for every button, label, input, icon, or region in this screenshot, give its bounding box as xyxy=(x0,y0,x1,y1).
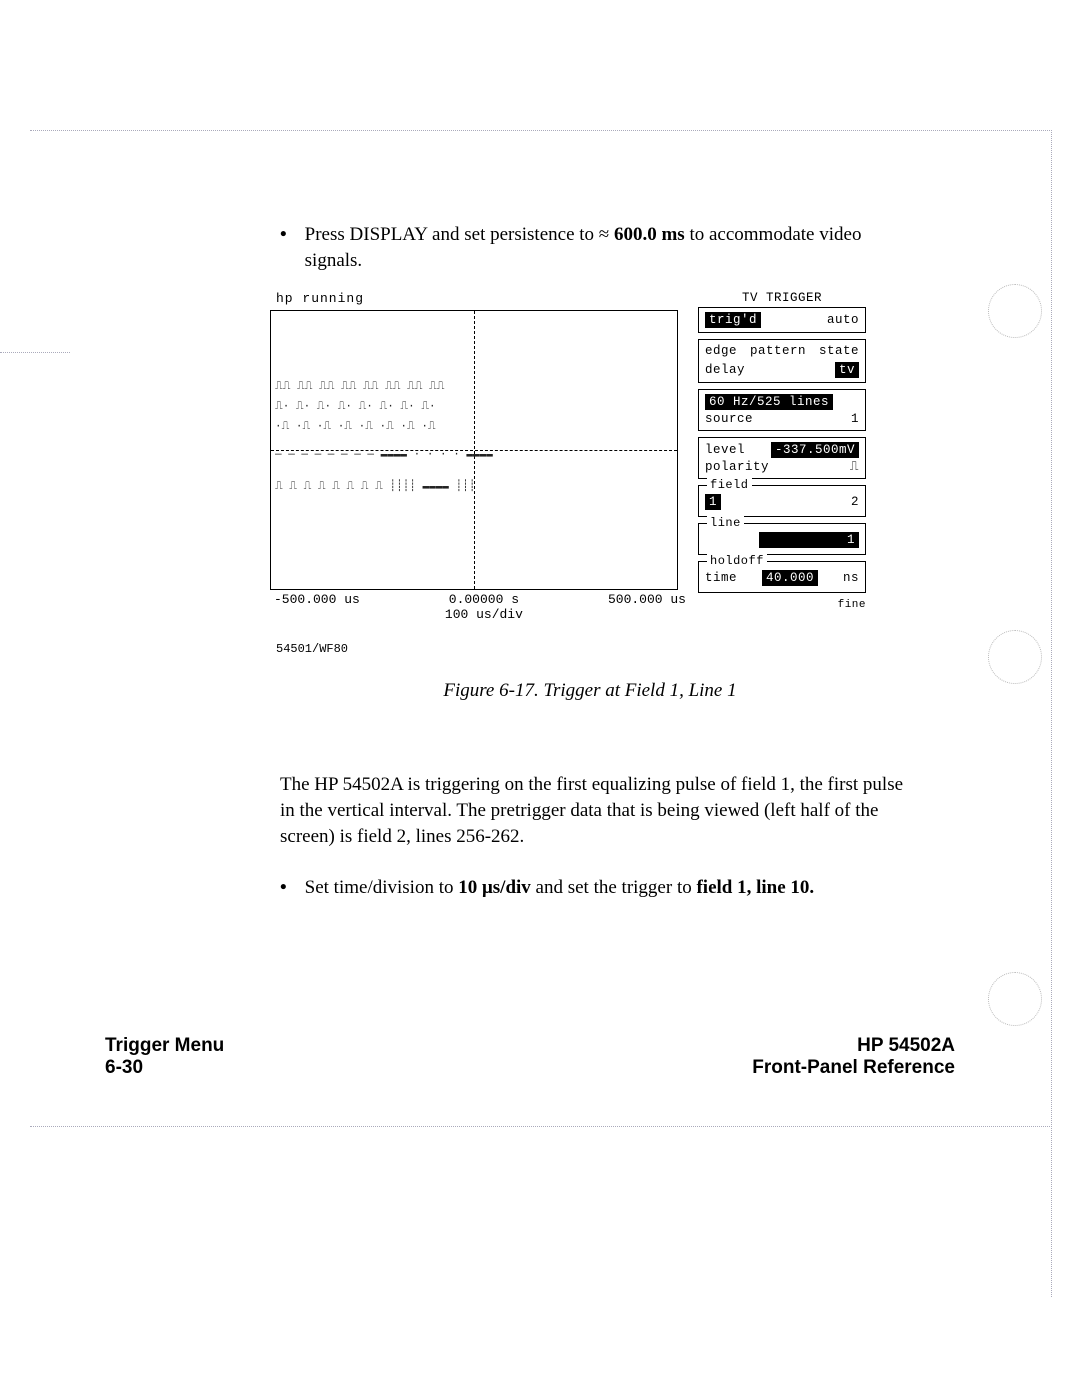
text: Set time/division to xyxy=(305,877,459,898)
scope-screen: ⎍⎍ ⎍⎍ ⎍⎍ ⎍⎍ ⎍⎍ ⎍⎍ ⎍⎍ ⎍⎍ ⎍· ⎍· ⎍· ⎍· ⎍· ⎍… xyxy=(270,310,678,590)
tv-option[interactable]: tv xyxy=(835,362,859,378)
x-left: -500.000 us xyxy=(274,592,360,622)
footer-section: Trigger Menu xyxy=(105,1035,224,1057)
menu-holdoff[interactable]: holdoff time 40.000 ns xyxy=(698,561,866,593)
bullet-text: Press DISPLAY and set persistence to ≈ 6… xyxy=(305,222,920,273)
text-bold: 10 μs/div xyxy=(458,877,531,898)
menu-field[interactable]: field 1 2 xyxy=(698,485,866,517)
menu-line[interactable]: line 1 xyxy=(698,523,866,555)
menu-level[interactable]: level -337.500mV polarity ⎍ xyxy=(698,437,866,479)
decoration xyxy=(0,352,70,353)
x-center: 0.00000 s xyxy=(449,592,519,607)
hz-option[interactable]: 60 Hz/525 lines xyxy=(705,394,833,410)
body-paragraph: The HP 54502A is triggering on the first… xyxy=(280,772,920,849)
state-option[interactable]: state xyxy=(819,344,859,358)
waveform: ⎍⎍ ⎍⎍ ⎍⎍ ⎍⎍ ⎍⎍ ⎍⎍ ⎍⎍ ⎍⎍ xyxy=(275,381,673,401)
text: Press DISPLAY and set persistence to ≈ xyxy=(305,224,614,245)
holdoff-value[interactable]: 40.000 xyxy=(762,570,818,586)
scope-x-labels: -500.000 us 0.00000 s 100 us/div 500.000… xyxy=(270,592,690,622)
x-scale: 100 us/div xyxy=(445,607,523,622)
level-value[interactable]: -337.500mV xyxy=(771,442,859,458)
holdoff-time-label: time xyxy=(705,571,737,585)
edge-option[interactable]: edge xyxy=(705,344,737,358)
oscilloscope-figure: hp running ⎍⎍ ⎍⎍ ⎍⎍ ⎍⎍ ⎍⎍ ⎍⎍ ⎍⎍ ⎍⎍ ⎍· ⎍·… xyxy=(270,291,910,702)
bullet-item: • Press DISPLAY and set persistence to ≈… xyxy=(280,222,920,273)
waveform: ·⎍ ·⎍ ·⎍ ·⎍ ·⎍ ·⎍ ·⎍ ·⎍ xyxy=(275,421,673,441)
delay-option[interactable]: delay xyxy=(705,363,745,377)
line-value[interactable]: 1 xyxy=(759,532,859,548)
footer-page: 6-30 xyxy=(105,1057,224,1079)
decoration xyxy=(30,1126,1052,1127)
waveform: — — — — — — — — ▬▬▬▬ · · · · ▬▬▬▬ xyxy=(275,449,673,469)
field-1-option[interactable]: 1 xyxy=(705,494,721,510)
binder-hole xyxy=(988,630,1042,684)
line-label: line xyxy=(707,516,744,530)
trigd-option[interactable]: trig'd xyxy=(705,312,761,328)
tv-trigger-menu: TV TRIGGER trig'd auto edge pattern stat… xyxy=(698,291,866,611)
pattern-option[interactable]: pattern xyxy=(750,344,806,358)
text-bold: 600.0 ms xyxy=(614,224,685,245)
polarity-value[interactable]: ⎍ xyxy=(850,460,859,474)
polarity-label: polarity xyxy=(705,460,769,474)
auto-option[interactable]: auto xyxy=(827,313,859,327)
page-content: • Press DISPLAY and set persistence to ≈… xyxy=(280,222,920,919)
figure-caption: Figure 6-17. Trigger at Field 1, Line 1 xyxy=(270,680,910,702)
field-2-option[interactable]: 2 xyxy=(851,495,859,509)
menu-mode[interactable]: edge pattern state delay tv xyxy=(698,339,866,383)
menu-title: TV TRIGGER xyxy=(698,291,866,305)
menu-trigd-auto[interactable]: trig'd auto xyxy=(698,307,866,333)
footer-model: HP 54502A xyxy=(752,1035,955,1057)
footer-right: HP 54502A Front-Panel Reference xyxy=(752,1035,955,1079)
level-label: level xyxy=(705,443,745,457)
source-label: source xyxy=(705,412,753,426)
footer-doc: Front-Panel Reference xyxy=(752,1057,955,1079)
holdoff-label: holdoff xyxy=(707,554,767,568)
binder-hole xyxy=(988,972,1042,1026)
scope-status: hp running xyxy=(276,291,690,306)
waveform: ⎍· ⎍· ⎍· ⎍· ⎍· ⎍· ⎍· ⎍· xyxy=(275,401,673,421)
footer-left: Trigger Menu 6-30 xyxy=(105,1035,224,1079)
binder-hole xyxy=(988,284,1042,338)
fine-label: fine xyxy=(698,599,866,611)
bullet-item: • Set time/division to 10 μs/div and set… xyxy=(280,875,920,901)
menu-source[interactable]: 60 Hz/525 lines source 1 xyxy=(698,389,866,431)
bullet-icon: • xyxy=(280,875,287,901)
x-right: 500.000 us xyxy=(608,592,686,622)
waveform: ⎍ ⎍ ⎍ ⎍ ⎍ ⎍ ⎍ ⎍ ┊┊┊┊ ▬▬▬▬ ┊┊┊ xyxy=(275,479,673,499)
page-footer: Trigger Menu 6-30 HP 54502A Front-Panel … xyxy=(105,1035,955,1079)
field-label: field xyxy=(707,478,752,492)
text: and set the trigger to xyxy=(531,877,697,898)
text-bold: field 1, line 10. xyxy=(696,877,814,898)
bullet-icon: • xyxy=(280,222,287,273)
source-value[interactable]: 1 xyxy=(851,412,859,426)
holdoff-unit: ns xyxy=(843,571,859,585)
scope-id: 54501/WF80 xyxy=(276,642,690,656)
bullet-text: Set time/division to 10 μs/div and set t… xyxy=(305,875,815,901)
